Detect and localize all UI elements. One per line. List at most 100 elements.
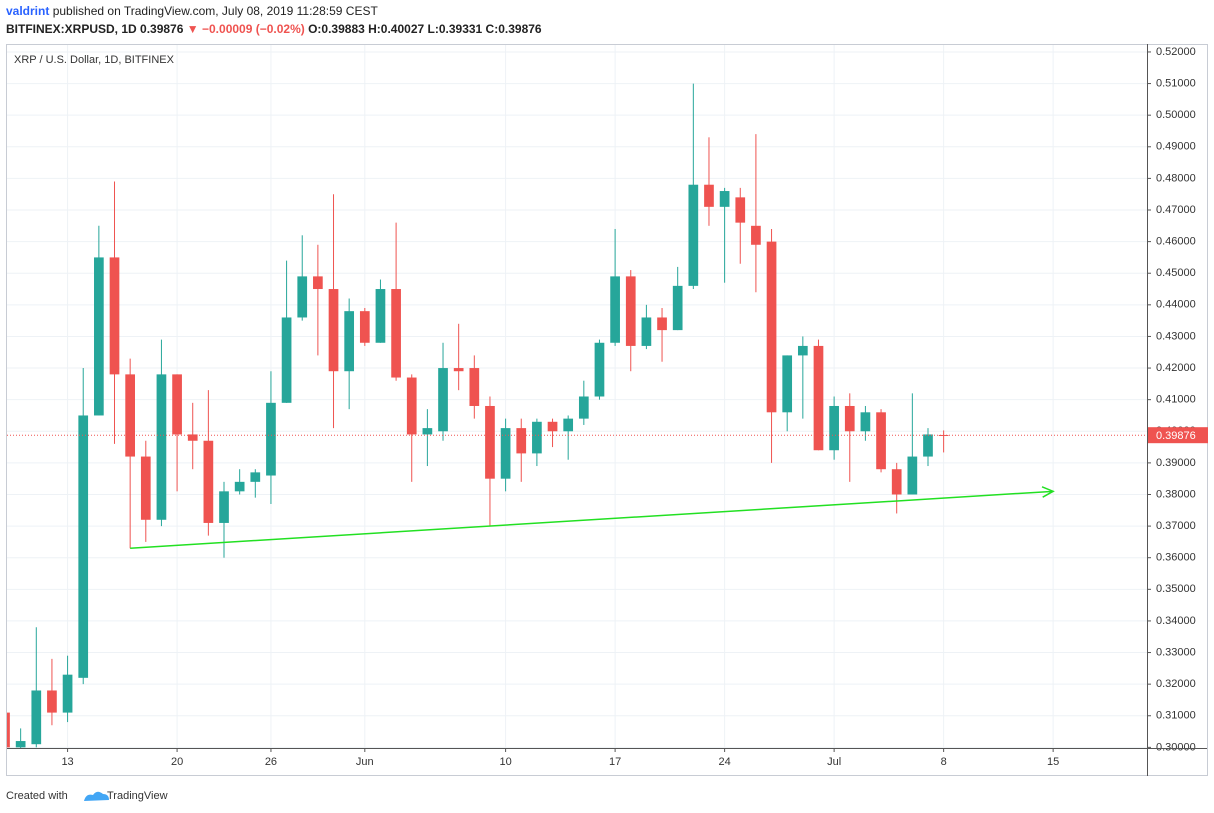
x-tick-label: 15: [1047, 756, 1059, 768]
y-tick-label: 0.37000: [1156, 520, 1196, 532]
candle-body: [829, 405, 839, 451]
x-tick-label: 26: [265, 756, 277, 768]
candle-body: [485, 405, 495, 479]
candle-body: [719, 191, 730, 207]
candle-body: [876, 412, 886, 470]
candle-body: [704, 184, 714, 207]
candle-body: [172, 374, 182, 435]
candle-body: [281, 317, 292, 403]
trend-arrowhead: [1041, 486, 1055, 498]
published: published on TradingView.com, July 08, 2…: [53, 4, 379, 18]
trend-line: [130, 490, 1054, 549]
last: 0.39876: [140, 22, 184, 36]
x-tick-label: 8: [941, 756, 947, 768]
candle-body: [7, 712, 10, 748]
candle-body: [328, 289, 339, 372]
candle-body: [313, 276, 323, 290]
candle-body: [359, 311, 370, 343]
y-tick-label: 0.45000: [1156, 267, 1196, 279]
candle-body: [203, 440, 214, 523]
candle-body: [375, 289, 386, 343]
candle-body: [563, 418, 574, 432]
candle-body: [125, 374, 136, 457]
candle-body: [47, 690, 57, 713]
x-tick-label: 24: [718, 756, 730, 768]
candle-body: [391, 289, 401, 378]
x-tick-label: 10: [499, 756, 511, 768]
ohlc: O:0.39883 H:0.40027 L:0.39331 C:0.39876: [308, 22, 542, 36]
candle-body: [907, 456, 918, 495]
y-tick-label: 0.39000: [1156, 457, 1196, 469]
candle-body: [266, 402, 276, 476]
last-price-box: [1148, 427, 1208, 444]
candle-body: [187, 434, 198, 441]
candle-body: [860, 412, 871, 432]
header-line-1: valdrint published on TradingView.com, J…: [6, 4, 378, 18]
candle-body: [751, 225, 761, 245]
candle-body: [923, 434, 933, 457]
x-tick-label: Jun: [356, 756, 374, 768]
change: −0.00009 (−0.02%): [202, 22, 305, 36]
candle-body: [735, 197, 746, 223]
author: valdrint: [6, 4, 49, 18]
candle-body: [813, 345, 824, 451]
y-tick-label: 0.34000: [1156, 615, 1196, 627]
candle-body: [469, 368, 480, 406]
candle-body: [672, 285, 683, 331]
y-tick-label: 0.49000: [1156, 141, 1196, 153]
candle-body: [500, 428, 511, 479]
y-tick-label: 0.47000: [1156, 204, 1196, 216]
last-price-label: 0.39876: [1156, 430, 1196, 442]
chart-frame: [6, 44, 1208, 776]
footer-brand: TradingView: [107, 790, 168, 802]
candle-body: [344, 311, 355, 372]
candle-body: [891, 469, 902, 495]
plot-area: [7, 83, 1147, 748]
y-tick-label: 0.32000: [1156, 678, 1196, 690]
x-tick-label: 20: [171, 756, 183, 768]
y-tick-label: 0.43000: [1156, 330, 1196, 342]
candle-body: [797, 345, 808, 356]
candle-body: [766, 241, 777, 413]
candle-body: [625, 276, 636, 346]
candle-body: [94, 257, 104, 416]
legend: XRP / U.S. Dollar, 1D, BITFINEX: [14, 54, 175, 66]
candle-body: [516, 428, 527, 454]
candle-body: [78, 415, 89, 678]
y-tick-label: 0.42000: [1156, 362, 1196, 374]
y-tick-label: 0.41000: [1156, 394, 1196, 406]
candle-body: [578, 396, 589, 419]
candle-body: [688, 184, 699, 286]
candle-body: [156, 374, 167, 520]
candle-body: [140, 456, 151, 520]
y-tick-label: 0.35000: [1156, 583, 1196, 595]
candle-body: [250, 472, 261, 482]
y-tick-label: 0.50000: [1156, 109, 1196, 121]
y-tick-label: 0.51000: [1156, 77, 1196, 89]
y-tick-label: 0.44000: [1156, 299, 1196, 311]
candle-body: [532, 421, 542, 454]
header-line-2: BITFINEX:XRPUSD, 1D 0.39876 ▼ −0.00009 (…: [6, 22, 542, 36]
candle-body: [657, 317, 667, 331]
candle-body: [15, 741, 26, 748]
candle-body: [406, 377, 417, 435]
footer-text: Created with: [6, 790, 68, 802]
symbol: BITFINEX:XRPUSD, 1D: [6, 22, 137, 36]
y-tick-label: 0.48000: [1156, 172, 1196, 184]
y-tick-label: 0.31000: [1156, 710, 1196, 722]
candle-body: [453, 368, 464, 372]
x-tick-label: 13: [61, 756, 73, 768]
candle-body: [422, 428, 433, 435]
y-tick-label: 0.46000: [1156, 236, 1196, 248]
y-tick-label: 0.36000: [1156, 552, 1196, 564]
candle-body: [62, 674, 73, 713]
candle-body: [438, 368, 448, 432]
candle-body: [219, 491, 229, 523]
x-tick-label: Jul: [827, 756, 841, 768]
logo: [84, 791, 109, 801]
y-tick-label: 0.33000: [1156, 646, 1196, 658]
candle-body: [782, 355, 793, 413]
candle-body: [234, 481, 245, 492]
